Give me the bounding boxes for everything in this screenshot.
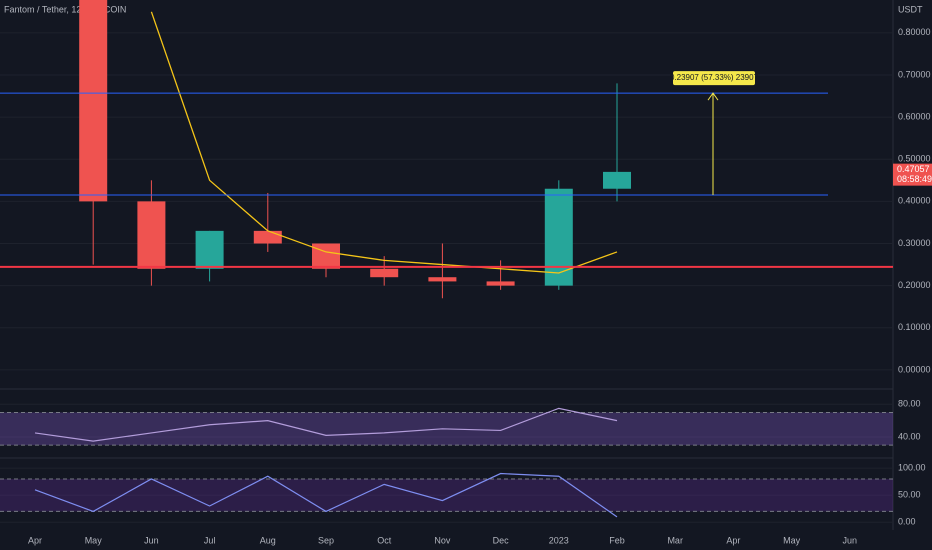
candle-body xyxy=(312,243,340,269)
band-fill xyxy=(0,478,893,512)
x-tick-label: Jun xyxy=(843,535,858,545)
arrow-head xyxy=(707,92,719,101)
price-tag xyxy=(893,163,932,186)
y-tick-label: 0.00 xyxy=(898,517,916,527)
candle-body xyxy=(370,268,399,278)
x-tick-label: Mar xyxy=(667,535,683,545)
candle-body xyxy=(603,171,631,189)
pane xyxy=(0,403,893,446)
x-tick-label: Aug xyxy=(260,535,276,545)
y-tick-label: 0.70000 xyxy=(898,69,931,79)
y-tick-label: 40.00 xyxy=(898,431,921,441)
currency-label: USDT xyxy=(898,4,923,14)
chart-title: Fantom / Tether, 12h, KUCOIN xyxy=(4,4,126,14)
y-tick-label: 0.80000 xyxy=(898,27,931,37)
candle-body xyxy=(544,188,573,286)
x-tick-label: Jun xyxy=(144,535,159,545)
measure-box xyxy=(673,71,755,86)
y-tick-label: 0.10000 xyxy=(898,322,931,332)
y-tick-label: 100.00 xyxy=(898,462,926,472)
indicator-line xyxy=(34,407,618,442)
y-tick-label: 50.00 xyxy=(898,490,921,500)
x-tick-label: Oct xyxy=(377,535,392,545)
y-tick-label: 80.00 xyxy=(898,399,921,409)
x-tick-label: Jul xyxy=(204,535,216,545)
x-tick-label: Nov xyxy=(434,535,451,545)
moving-average xyxy=(150,11,618,274)
candle-body xyxy=(428,277,457,282)
x-tick-label: May xyxy=(85,535,103,545)
candle-body xyxy=(253,230,282,244)
price-tag-label: 0.47057 xyxy=(897,164,930,174)
measure-label: 0.23907 (57.33%) 23907 xyxy=(670,73,759,82)
candle-body xyxy=(486,281,515,286)
x-tick-label: Feb xyxy=(609,535,625,545)
y-tick-label: 0.50000 xyxy=(898,154,931,164)
x-tick-label: Dec xyxy=(493,535,510,545)
x-tick-label: 2023 xyxy=(549,535,569,545)
candle-body xyxy=(137,201,166,269)
y-tick-label: 0.20000 xyxy=(898,280,931,290)
pane xyxy=(0,467,893,523)
y-tick-label: 0.40000 xyxy=(898,196,931,206)
y-tick-label: 0.00000 xyxy=(898,364,931,374)
indicator-line xyxy=(34,472,618,518)
x-tick-label: May xyxy=(783,535,801,545)
y-tick-label: 0.30000 xyxy=(898,238,931,248)
candle-body xyxy=(79,0,108,202)
y-tick-label: 0.60000 xyxy=(898,111,931,121)
countdown-label: 08:58:49 xyxy=(897,174,932,184)
candle-body xyxy=(195,230,224,269)
pane xyxy=(0,0,893,371)
x-tick-label: Apr xyxy=(28,535,42,545)
x-tick-label: Apr xyxy=(726,535,740,545)
x-tick-label: Sep xyxy=(318,535,334,545)
